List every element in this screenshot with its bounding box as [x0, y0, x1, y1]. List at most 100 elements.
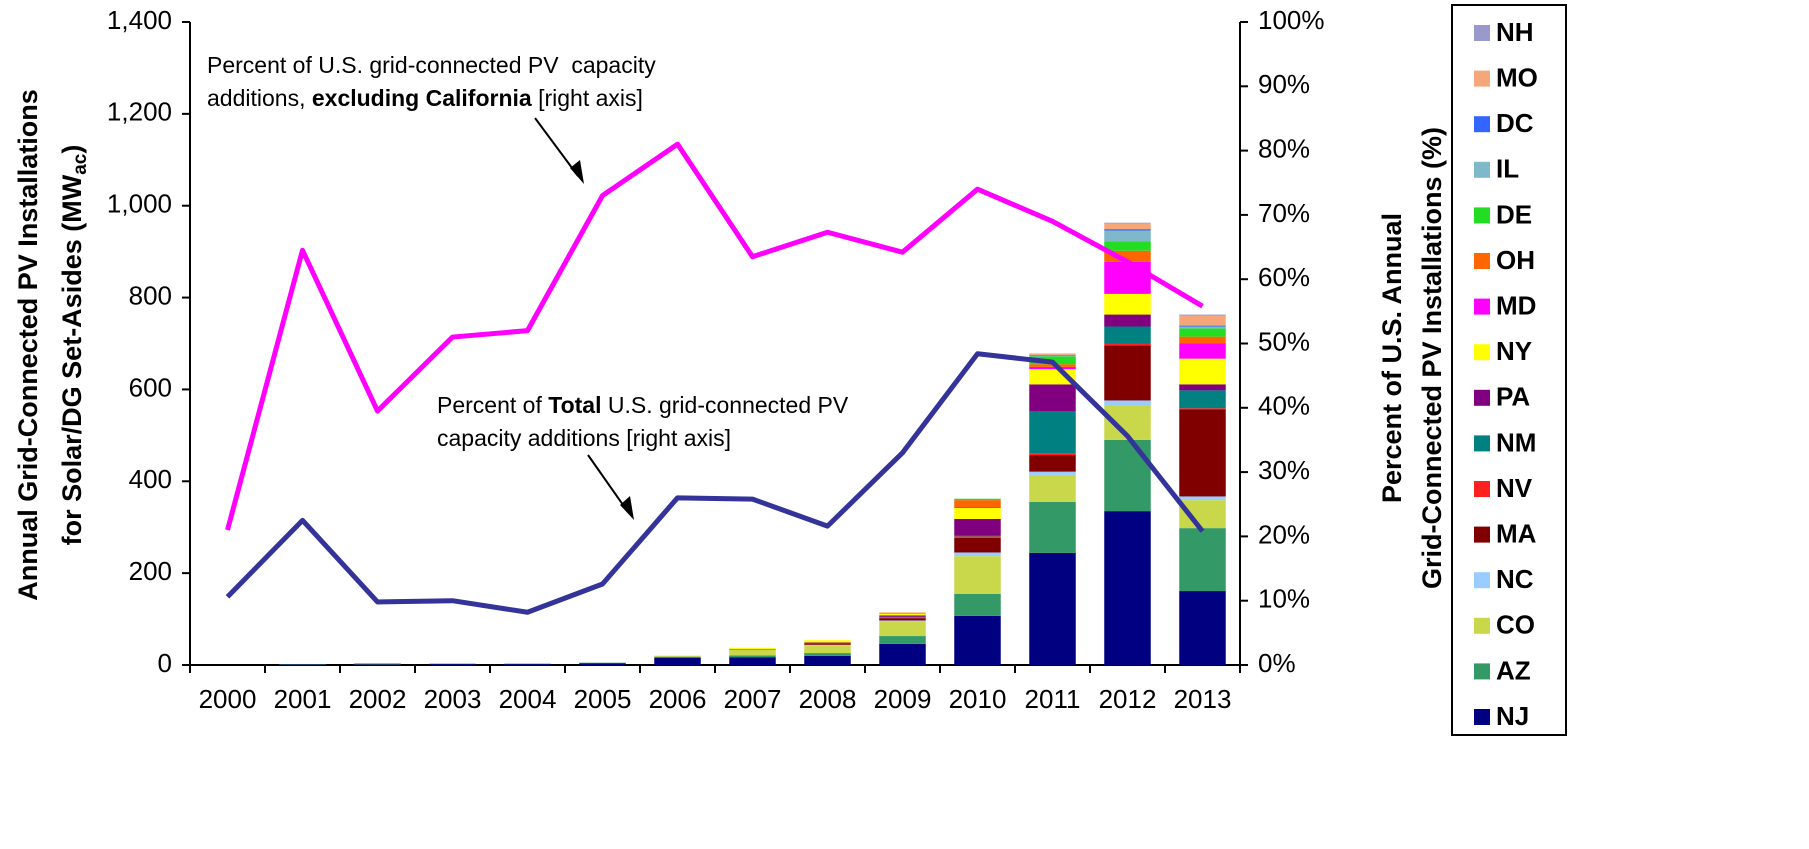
bar-segment [954, 556, 1001, 594]
x-tick-label: 2001 [274, 684, 332, 714]
y2-tick-label: 20% [1258, 519, 1310, 549]
line [225, 351, 1205, 615]
bar-segment [1179, 408, 1226, 410]
legend-swatch [1474, 389, 1490, 406]
line [225, 141, 1204, 531]
annotation-part: additions, [207, 85, 312, 111]
legend-label: OH [1496, 245, 1535, 275]
y2-tick-label: 50% [1258, 326, 1310, 356]
bar-segment [654, 656, 701, 658]
bar-segment [1179, 390, 1226, 409]
annotation-part: Total [548, 392, 601, 418]
y-tick-label: 400 [129, 464, 172, 494]
y-axis-label-sub: ac [70, 153, 91, 175]
arrow [587, 454, 629, 513]
bar-segment [804, 644, 851, 646]
bar-segment [429, 664, 476, 665]
legend-swatch [1474, 298, 1490, 315]
y-tick-label: 600 [129, 372, 172, 402]
bar-segment [1179, 591, 1226, 665]
legend-swatch [1474, 572, 1490, 589]
legend-swatch [1474, 161, 1490, 178]
bar-segment [1104, 230, 1151, 242]
y-axis-label: Annual Grid-Connected PV Installations [13, 89, 43, 601]
legend-swatch [1474, 207, 1490, 224]
y2-tick-label: 100% [1258, 5, 1325, 35]
x-tick-label: 2009 [874, 684, 932, 714]
bar-segment [954, 498, 1001, 501]
arrow-head [620, 496, 634, 520]
bar-segment [729, 649, 776, 656]
bar-segment [654, 655, 701, 657]
annotation: Percent of U.S. grid-connected PV capaci… [207, 52, 656, 78]
bar-segment [1179, 325, 1226, 327]
annotation-part: Percent of [437, 392, 548, 418]
bar-segment [879, 615, 926, 617]
legend-swatch [1474, 25, 1490, 41]
bar-segment [954, 615, 1001, 665]
bar-segment [1029, 501, 1076, 553]
arrow-head [570, 160, 584, 184]
bar-segment [1104, 229, 1151, 231]
bar-segment [954, 507, 1001, 519]
legend-swatch [1474, 70, 1490, 87]
bar-segment [1179, 336, 1226, 344]
bar-segment [879, 636, 926, 644]
arrow [534, 117, 579, 177]
legend-label: NC [1496, 564, 1534, 594]
legend-swatch [1474, 526, 1490, 543]
bar-segment [1104, 439, 1151, 512]
legend-label: AZ [1496, 655, 1531, 685]
bar-segment [1104, 400, 1151, 406]
bar-segment [729, 655, 776, 658]
x-tick-label: 2013 [1174, 684, 1232, 714]
bar-segment [954, 507, 1001, 508]
bar-segment [954, 552, 1001, 557]
bar-segment [579, 663, 626, 665]
bar-segment [804, 640, 851, 643]
y-tick-label: 1,400 [107, 5, 172, 35]
bar-segment [1179, 315, 1226, 326]
bar-segment [1179, 409, 1226, 497]
bar-segment [1029, 455, 1076, 472]
legend-label: NM [1496, 427, 1536, 457]
x-tick-label: 2006 [649, 684, 707, 714]
legend-swatch [1474, 253, 1490, 269]
bar-segment [1029, 355, 1076, 357]
x-tick-label: 2002 [349, 684, 407, 714]
y-axis-label-part: Annual Grid-Connected PV Installations [13, 89, 43, 601]
x-tick-label: 2000 [199, 684, 257, 714]
annotation-part: [right axis] [532, 85, 643, 111]
bar-segment [1029, 366, 1076, 370]
bar-segment [654, 657, 701, 665]
legend-label: NY [1496, 336, 1532, 366]
y-axis-label: for Solar/DG Set-Asides (MWac) [57, 145, 91, 546]
bar-segment [879, 618, 926, 621]
x-tick-label: 2010 [949, 684, 1007, 714]
y2-tick-label: 70% [1258, 198, 1310, 228]
x-tick-label: 2004 [499, 684, 557, 714]
y2-axis-label: Percent of U.S. Annual [1377, 213, 1407, 503]
legend-label: CO [1496, 610, 1535, 640]
x-tick-label: 2012 [1099, 684, 1157, 714]
bar-segment [1029, 384, 1076, 412]
bar-segment [954, 536, 1001, 538]
bar-segment [954, 537, 1001, 553]
bar-segment [804, 643, 851, 645]
bar-segment [1104, 314, 1151, 327]
x-tick-label: 2003 [424, 684, 482, 714]
bar-segment [879, 617, 926, 619]
legend-swatch [1474, 663, 1490, 680]
legend-label: IL [1496, 154, 1519, 184]
bar-segment [1179, 328, 1226, 337]
bar-segment [1104, 261, 1151, 294]
bar-segment [504, 664, 551, 665]
x-tick-label: 2005 [574, 684, 632, 714]
bar-segment [1029, 474, 1076, 502]
bar-segment [1104, 250, 1151, 262]
y2-axis-label: Grid-Connected PV Installations (%) [1417, 127, 1447, 589]
y-axis-label-part: for Solar/DG Set-Asides (MW [57, 174, 87, 545]
bar-segment [1029, 411, 1076, 454]
y-tick-label: 1,200 [107, 97, 172, 127]
bar-segment [1179, 314, 1226, 316]
